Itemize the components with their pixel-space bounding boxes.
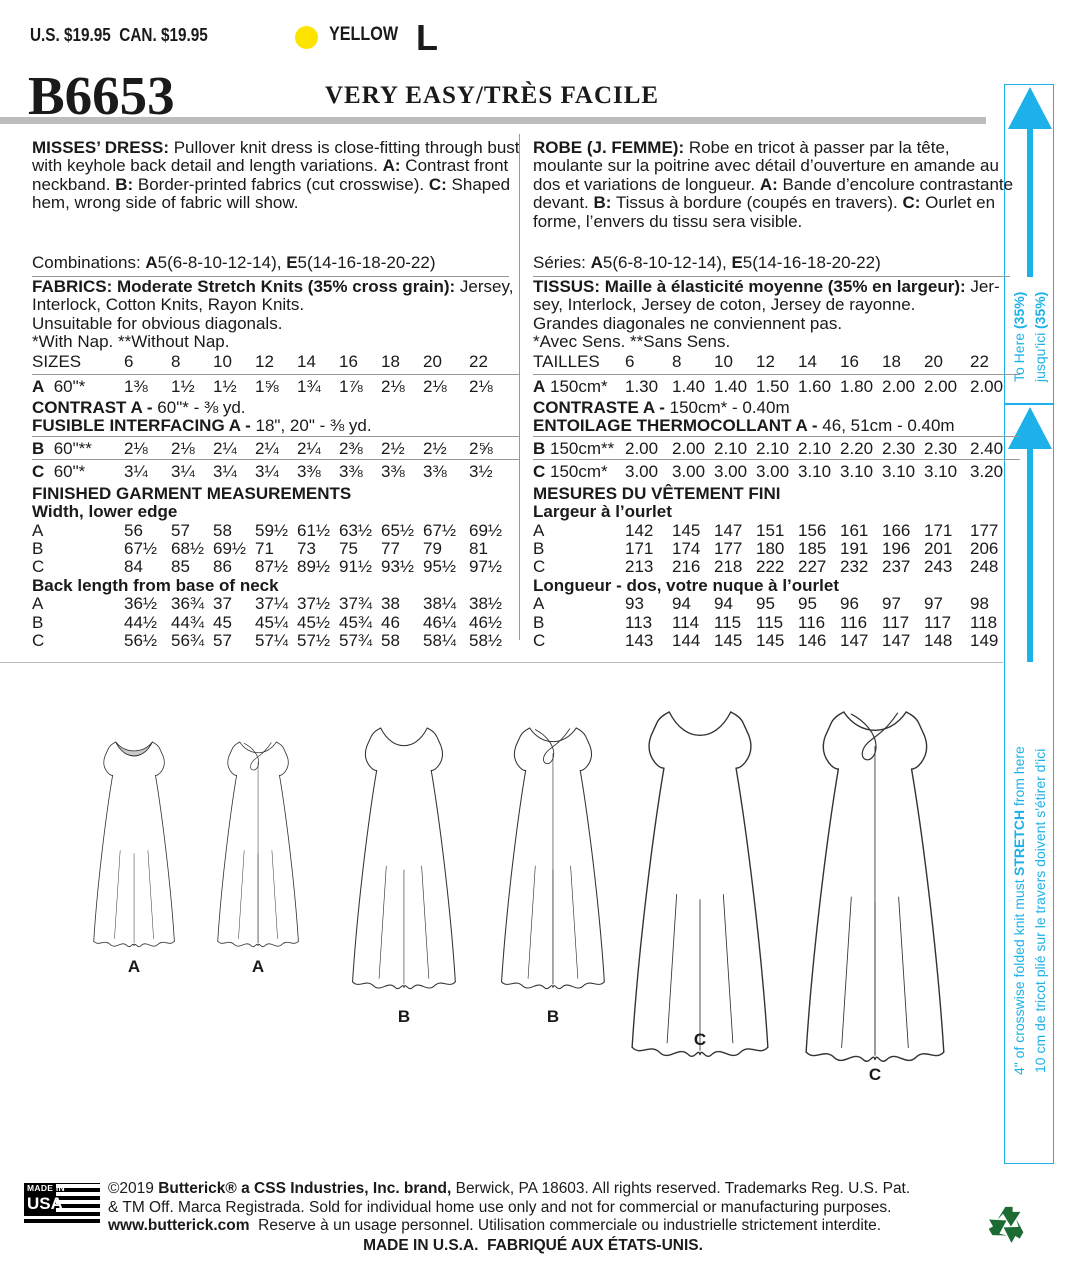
svg-text:A: A: [128, 957, 140, 976]
svg-text:B: B: [398, 1007, 410, 1026]
svg-text:B: B: [547, 1007, 559, 1026]
svg-text:C: C: [694, 1030, 706, 1049]
svg-text:A: A: [252, 957, 264, 976]
svg-text:C: C: [869, 1065, 881, 1084]
